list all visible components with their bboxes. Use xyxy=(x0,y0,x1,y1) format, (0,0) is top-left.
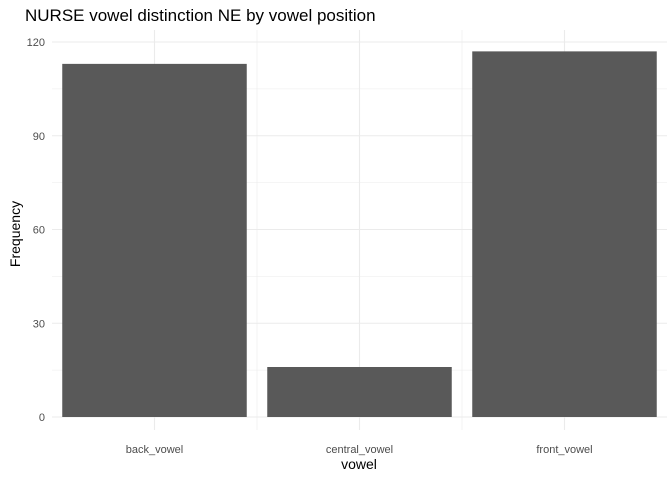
x-tick-label: central_vowel xyxy=(326,444,393,456)
y-tick-label: 30 xyxy=(33,318,45,330)
bar-back_vowel xyxy=(62,63,247,417)
y-tick-label: 120 xyxy=(27,37,45,49)
bars xyxy=(62,51,657,417)
y-tick-label: 0 xyxy=(39,412,45,424)
y-tick-label: 60 xyxy=(33,225,45,237)
x-tick-label: back_vowel xyxy=(126,444,183,456)
bar-front_vowel xyxy=(472,51,657,417)
bar-central_vowel xyxy=(267,367,452,417)
y-tick-labels: 0 30 60 90 120 xyxy=(27,37,45,424)
x-axis-label: vowel xyxy=(341,456,377,472)
x-tick-label: front_vowel xyxy=(536,444,592,456)
y-tick-label: 90 xyxy=(33,131,45,143)
chart-title: NURSE vowel distinction NE by vowel posi… xyxy=(25,6,376,25)
x-tick-labels: back_vowel central_vowel front_vowel xyxy=(126,444,593,456)
